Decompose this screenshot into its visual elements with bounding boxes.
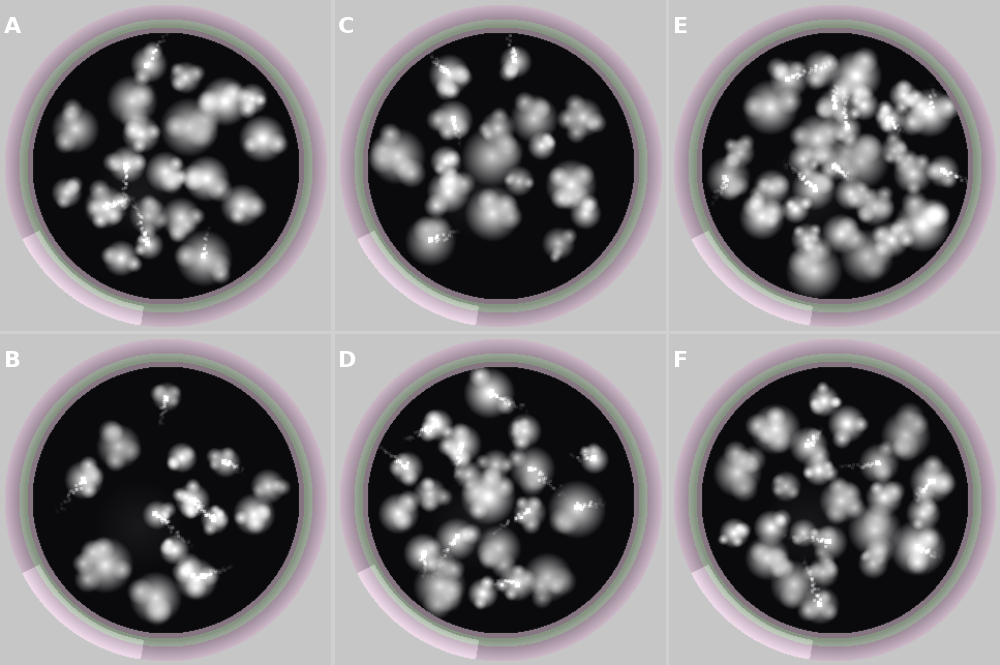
Text: B: B bbox=[4, 351, 21, 371]
Text: A: A bbox=[4, 17, 21, 37]
Text: E: E bbox=[673, 17, 688, 37]
Text: D: D bbox=[338, 351, 357, 371]
Text: F: F bbox=[673, 351, 688, 371]
Text: C: C bbox=[338, 17, 355, 37]
